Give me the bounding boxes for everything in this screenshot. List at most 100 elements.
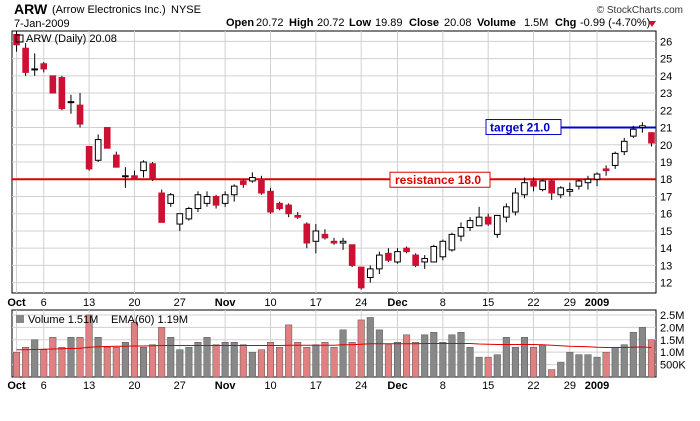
volume-bar	[475, 356, 483, 378]
x-tick-label: 15	[482, 297, 494, 309]
candle-body	[348, 244, 356, 266]
x-tick-label: 17	[310, 297, 322, 309]
candle-body	[439, 240, 447, 258]
volume-bar	[457, 332, 465, 378]
volume-bar	[321, 342, 329, 378]
x-tick-label: 2009	[585, 297, 609, 309]
candle-body	[366, 268, 374, 278]
volume-bar	[203, 337, 211, 378]
candle-body	[330, 240, 338, 244]
candle-body	[412, 254, 419, 266]
price-y-tick-label: 22	[660, 105, 672, 117]
x-tick-label: 2009	[585, 380, 609, 392]
volume-bar	[638, 327, 646, 378]
volume-y-tick-label: 2.0M	[660, 322, 684, 334]
candle-body	[31, 68, 38, 71]
company-name: (Arrow Electronics Inc.)	[52, 4, 166, 16]
price-y-tick-label: 26	[660, 36, 672, 48]
low-value: 19.89	[375, 17, 403, 29]
volume-bar	[520, 337, 528, 378]
ema-legend-text: EMA(60) 1.19M	[111, 314, 188, 326]
candle-body	[22, 47, 29, 73]
candle-body	[239, 180, 247, 185]
brand-watermark: © StockCharts.com	[597, 5, 683, 16]
candle-body	[249, 177, 256, 182]
candle-body	[122, 175, 129, 178]
quote-stats: Open 20.72 High 20.72 Low 19.89 Close 20…	[226, 17, 656, 29]
x-tick-label: 10	[264, 380, 276, 392]
x-tick-label: Dec	[387, 380, 407, 392]
down-arrow-icon	[648, 21, 656, 27]
target-label-box	[485, 119, 562, 136]
volume-bar	[548, 369, 556, 378]
candle-body	[620, 140, 628, 153]
chg-label: Chg	[555, 17, 576, 29]
price-y-tick-label: 12	[660, 278, 672, 290]
resistance-label-box	[389, 171, 491, 188]
volume-bar	[348, 342, 356, 378]
candle-body	[13, 33, 20, 46]
candle-body	[475, 216, 483, 227]
volume-bar	[421, 334, 429, 378]
candle-body	[430, 245, 438, 263]
candle-body	[67, 101, 75, 104]
volume-bars	[13, 314, 655, 378]
x-tick-label: Oct	[7, 297, 26, 309]
x-tick-label: 29	[564, 297, 576, 309]
quote-date: 7-Jan-2009	[14, 18, 70, 30]
x-tick-label: 27	[174, 380, 186, 392]
price-y-tick-label: 17	[660, 191, 672, 203]
price-y-tick-label: 23	[660, 88, 672, 100]
volume-bar	[239, 344, 247, 378]
candle-body	[357, 266, 365, 289]
volume-bar	[539, 344, 547, 378]
candle-body	[376, 254, 383, 270]
candle-body	[203, 195, 211, 204]
volume-bar	[13, 351, 21, 378]
candle-body	[221, 194, 229, 204]
target-label: target 21.0	[490, 121, 550, 135]
open-label: Open	[226, 17, 254, 29]
candle-body	[294, 214, 302, 218]
candle-body	[584, 178, 592, 184]
candle-body	[194, 194, 202, 210]
volume-bar	[620, 344, 628, 378]
volume-bar	[502, 337, 510, 378]
volume-bar	[285, 324, 293, 378]
candle-body	[403, 247, 410, 253]
x-tick-label: 17	[310, 380, 322, 392]
candle-body	[548, 180, 556, 194]
candle-body	[484, 216, 492, 225]
high-label: High	[289, 17, 314, 29]
candle-body	[421, 258, 429, 263]
price-y-tick-label: 15	[660, 226, 672, 238]
low-label: Low	[349, 17, 371, 29]
candle-body	[630, 128, 637, 137]
volume-bar	[557, 361, 565, 378]
candle-body	[557, 187, 565, 196]
close-label: Close	[409, 17, 439, 29]
candle-body	[303, 223, 311, 244]
volume-bar	[611, 346, 619, 378]
x-tick-label: 6	[41, 297, 47, 309]
candle-body	[276, 202, 283, 210]
close-value: 20.08	[444, 17, 472, 29]
volume-x-axis: Oct 6 13 20 27 Nov 10 17 24 Dec 8 15 22 29 2009	[7, 380, 609, 392]
x-tick-label: 6	[41, 380, 47, 392]
volume-bar	[403, 334, 411, 378]
volume-bar	[67, 337, 75, 378]
candle-body	[385, 252, 392, 261]
x-tick-label: 13	[83, 297, 95, 309]
volume-bar	[140, 346, 148, 378]
volume-bar	[430, 332, 438, 378]
candle-body	[176, 213, 184, 225]
volume-bar	[466, 346, 474, 378]
high-value: 20.72	[317, 17, 345, 29]
volume-bar	[366, 317, 374, 378]
price-y-axis: 12 13 14 15 16 17 18 19 20 21 22 23 24 25 26	[660, 36, 672, 289]
candle-body	[648, 132, 655, 144]
candle-body	[602, 168, 610, 172]
price-y-tick-label: 25	[660, 54, 672, 66]
volume-bar	[94, 337, 102, 378]
